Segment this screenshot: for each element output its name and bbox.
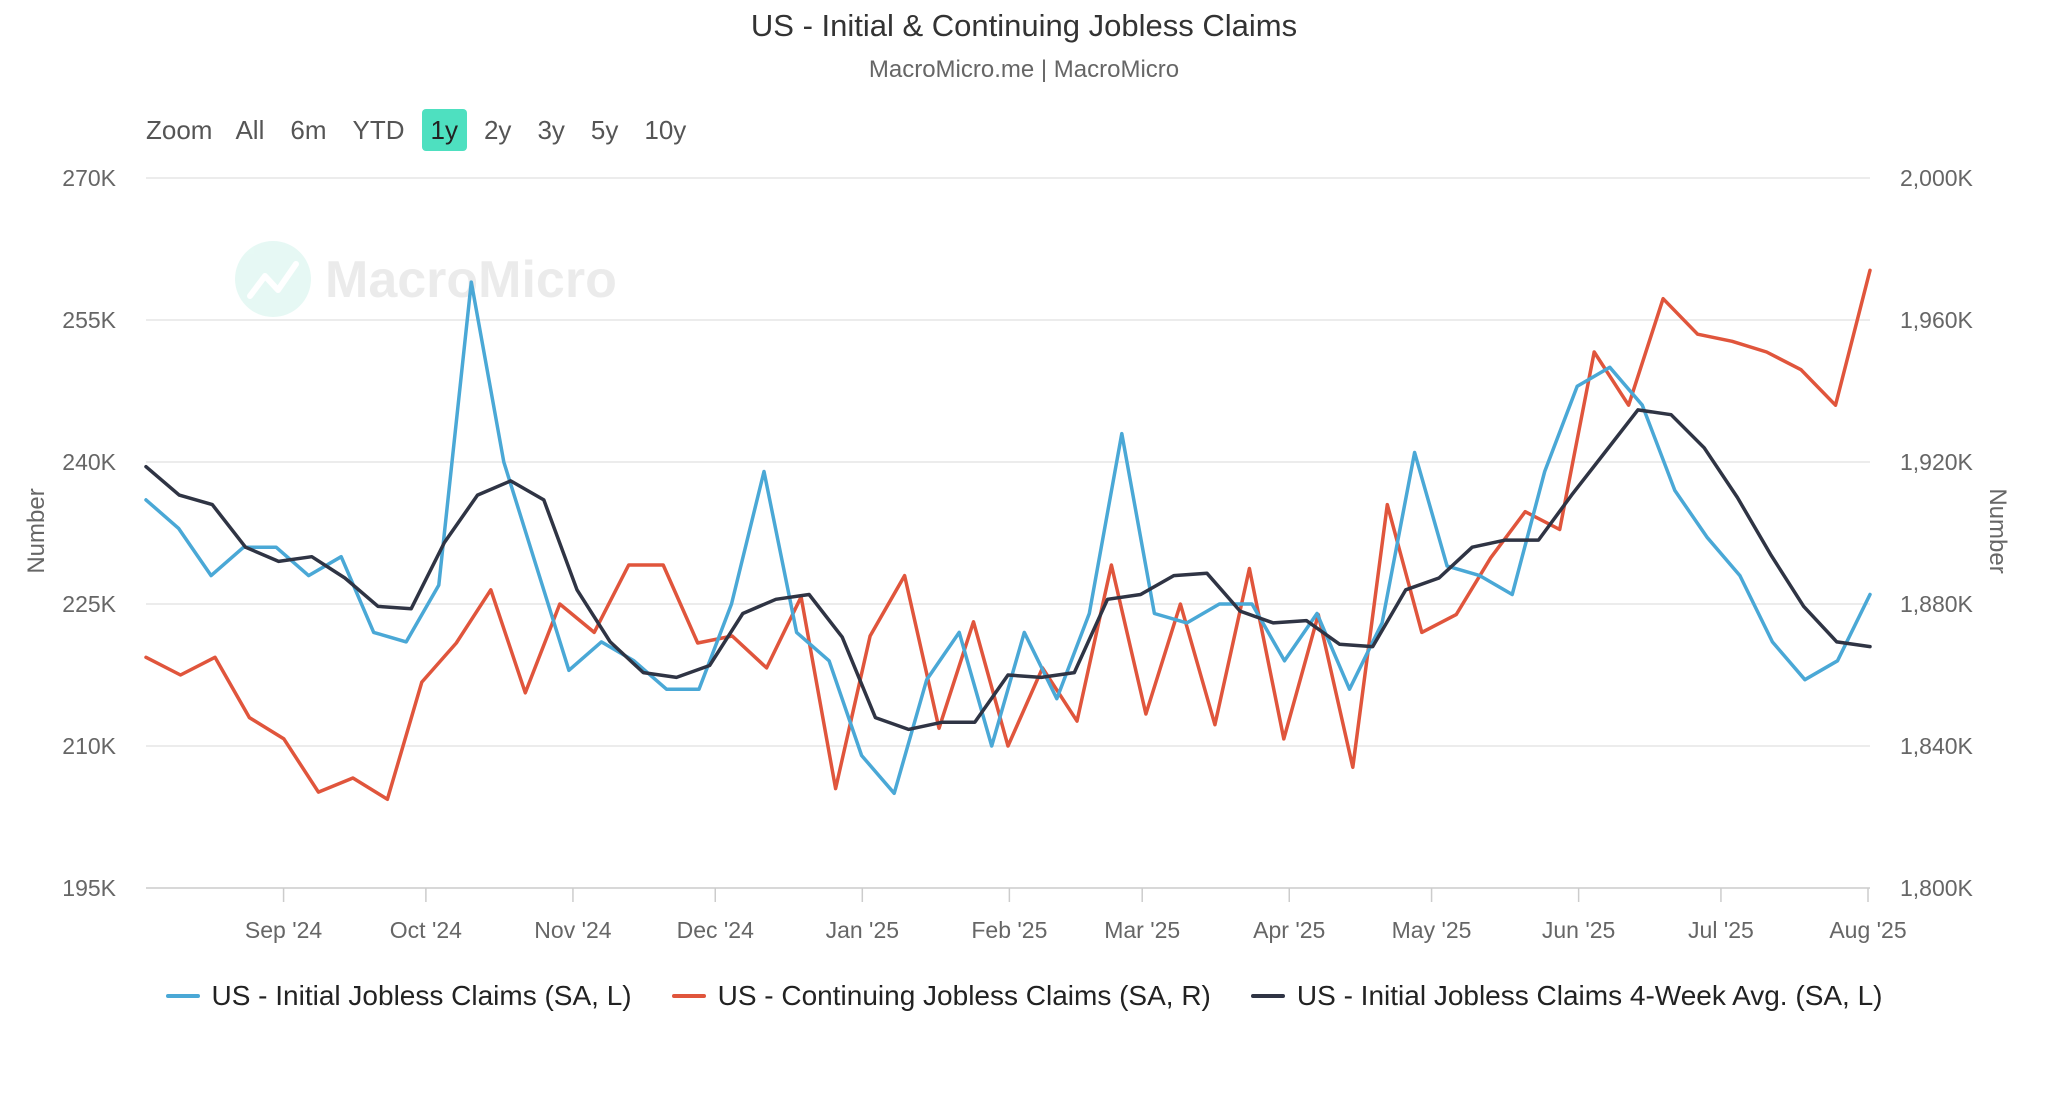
watermark-logo-mark [247, 261, 299, 299]
legend-item-initial[interactable]: US - Initial Jobless Claims (SA, L) [165, 980, 632, 1012]
x-tick-label: Jan '25 [826, 917, 899, 943]
legend-label-4week-avg: US - Initial Jobless Claims 4-Week Avg. … [1296, 980, 1883, 1011]
right-tick-label: 1,840K [1900, 733, 1974, 759]
right-axis-title: Number [1984, 488, 2011, 573]
left-tick-label: 270K [62, 165, 116, 191]
legend-swatch-continuing [671, 994, 706, 998]
series-line-4week-avg[interactable] [144, 408, 1872, 732]
x-tick-label: Feb '25 [971, 917, 1047, 943]
legend-swatch-initial [165, 994, 200, 998]
zoom-2y-button[interactable]: 2y [483, 115, 512, 145]
x-axis: Sep '24 Oct '24 Nov '24 Dec '24 Jan '25 Feb '… [245, 888, 1907, 943]
x-tick-label: Oct '24 [390, 917, 462, 943]
legend-swatch-4week-avg [1250, 994, 1285, 998]
left-tick-label: 255K [62, 307, 116, 333]
legend: US - Initial Jobless Claims (SA, L) US -… [0, 980, 2048, 1012]
zoom-10y-button[interactable]: 10y [644, 115, 687, 145]
left-tick-label: 225K [62, 591, 116, 617]
x-tick-label: Mar '25 [1104, 917, 1180, 943]
x-tick-label: Jul '25 [1688, 917, 1754, 943]
legend-item-continuing[interactable]: US - Continuing Jobless Claims (SA, R) [671, 980, 1211, 1012]
left-axis: 270K 255K 240K 225K 210K 195K [62, 165, 116, 901]
x-tick-label: Sep '24 [245, 917, 322, 943]
series-line-initial[interactable] [144, 280, 1872, 796]
left-tick-label: 240K [62, 449, 116, 475]
zoom-bar: Zoom All 6m YTD 1y 2y 3y 5y 10y [146, 108, 703, 152]
x-tick-label: May '25 [1392, 917, 1472, 943]
left-axis-title: Number [23, 488, 50, 573]
zoom-5y-button[interactable]: 5y [590, 115, 619, 145]
zoom-label: Zoom [146, 114, 213, 145]
right-tick-label: 2,000K [1900, 165, 1974, 191]
x-tick-label: Apr '25 [1253, 917, 1325, 943]
watermark: MacroMicro [235, 241, 617, 317]
right-tick-label: 1,800K [1900, 875, 1974, 901]
legend-item-4week-avg[interactable]: US - Initial Jobless Claims 4-Week Avg. … [1250, 980, 1883, 1012]
legend-label-initial: US - Initial Jobless Claims (SA, L) [211, 980, 632, 1011]
right-tick-label: 1,920K [1900, 449, 1974, 475]
chart-title: US - Initial & Continuing Jobless Claims [750, 8, 1298, 43]
series-line-continuing[interactable] [144, 268, 1872, 802]
right-tick-label: 1,880K [1900, 591, 1974, 617]
zoom-6m-button[interactable]: 6m [290, 115, 327, 145]
right-tick-label: 1,960K [1900, 307, 1974, 333]
series-layer[interactable] [144, 268, 1872, 802]
zoom-ytd-button[interactable]: YTD [352, 115, 405, 145]
left-tick-label: 195K [62, 875, 116, 901]
right-axis: 2,000K 1,960K 1,920K 1,880K 1,840K 1,800K [1900, 165, 1974, 901]
x-tick-label: Jun '25 [1542, 917, 1615, 943]
chart-subtitle: MacroMicro.me | MacroMicro [868, 56, 1180, 83]
legend-label-continuing: US - Continuing Jobless Claims (SA, R) [717, 980, 1211, 1011]
x-tick-label: Dec '24 [677, 917, 754, 943]
x-tick-label: Aug '25 [1829, 917, 1906, 943]
watermark-logo-icon [235, 241, 311, 317]
zoom-all-button[interactable]: All [235, 115, 265, 145]
left-tick-label: 210K [62, 733, 116, 759]
zoom-1y-button[interactable]: 1y [421, 109, 467, 151]
x-tick-label: Nov '24 [534, 917, 611, 943]
zoom-3y-button[interactable]: 3y [537, 115, 565, 145]
